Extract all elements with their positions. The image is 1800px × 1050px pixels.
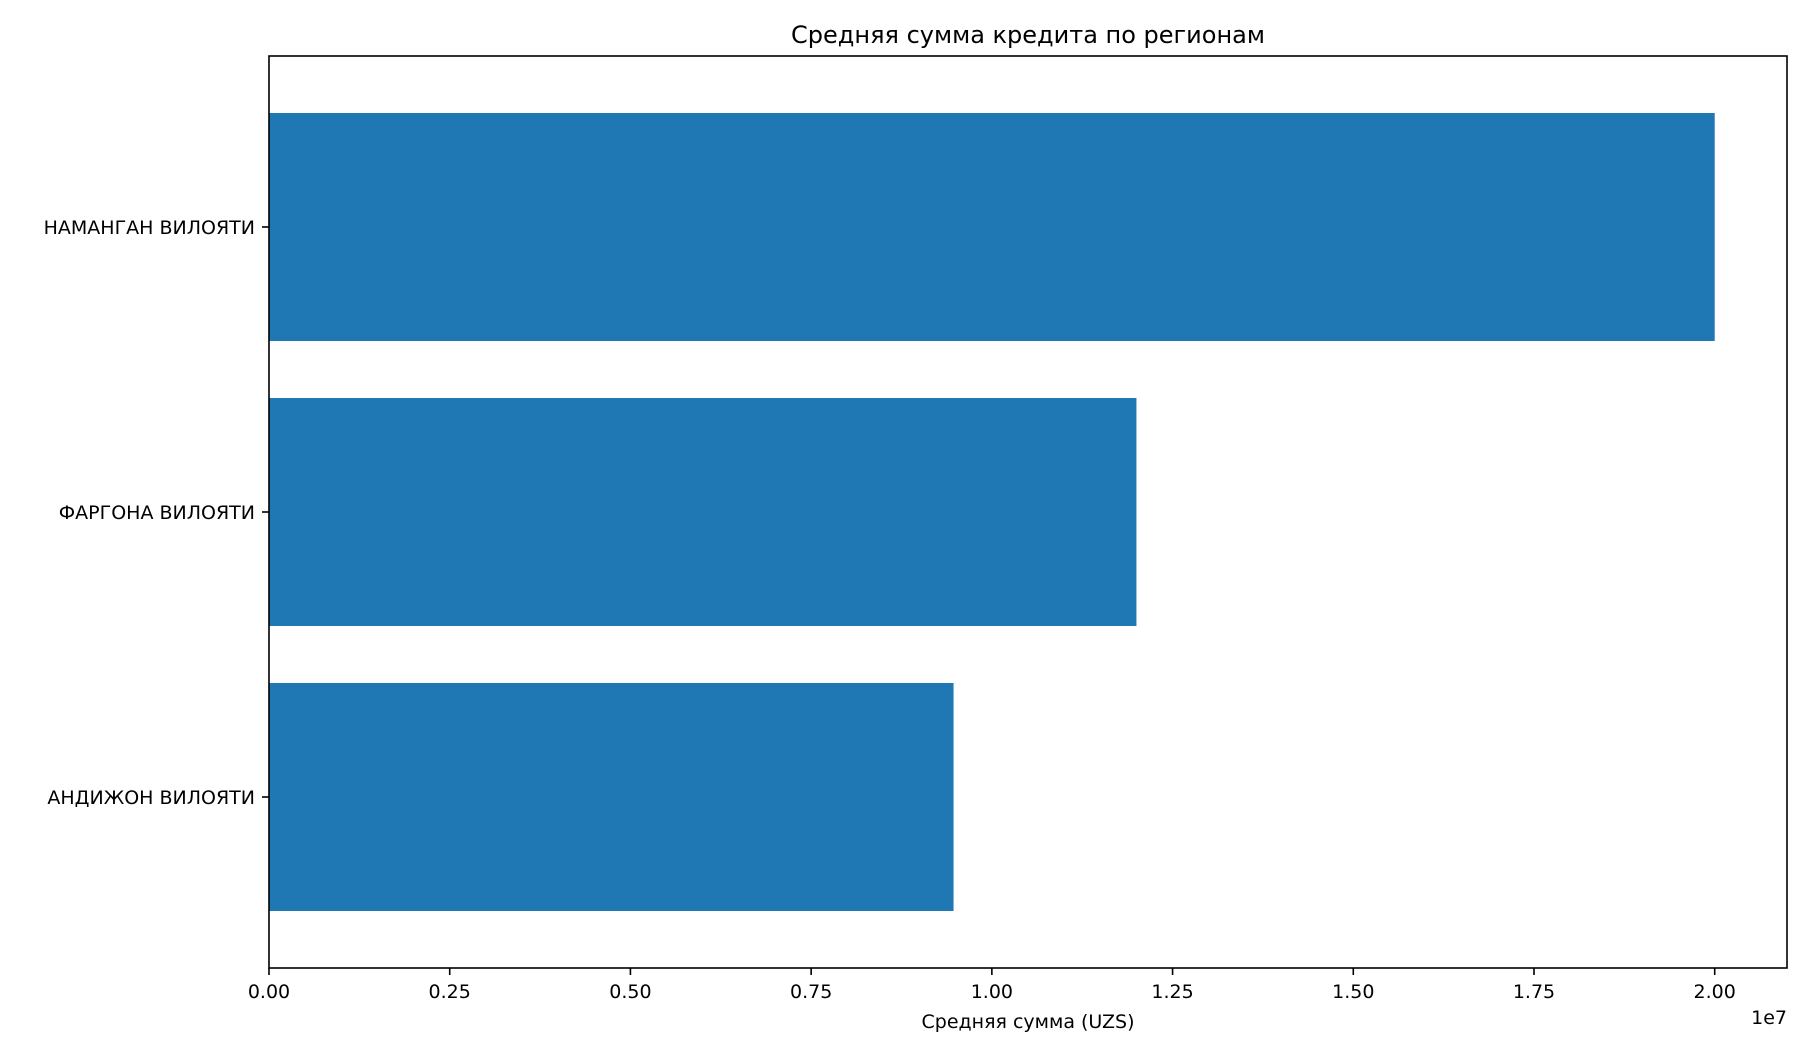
x-tick-label-7: 1.50: [1332, 981, 1374, 1003]
chart-title: Средняя сумма кредита по регионам: [791, 21, 1265, 49]
bar-group: [269, 113, 1715, 911]
y-axis: НАМАНГАН ВИЛОЯТИ ФАРГОНА ВИЛОЯТИ АНДИЖОН В…: [44, 217, 269, 809]
x-tick-label-6: 1.25: [1151, 981, 1193, 1003]
y-tick-label-2: ФАРГОНА ВИЛОЯТИ: [59, 502, 255, 524]
x-tick-label-4: 0.75: [790, 981, 832, 1003]
x-tick-label-3: 0.50: [609, 981, 651, 1003]
bar-3: [269, 683, 954, 911]
x-tick-label-5: 1.00: [971, 981, 1013, 1003]
x-tick-label-8: 1.75: [1513, 981, 1555, 1003]
bar-1: [269, 113, 1715, 341]
x-tick-label-9: 2.00: [1694, 981, 1736, 1003]
plot-frame: [268, 55, 1788, 969]
bar-2: [269, 398, 1137, 626]
y-tick-label-1: НАМАНГАН ВИЛОЯТИ: [44, 217, 255, 239]
x-tick-label-1: 0.00: [248, 981, 290, 1003]
x-axis-offset-label: 1e7: [1751, 1007, 1787, 1029]
y-tick-label-3: АНДИЖОН ВИЛОЯТИ: [47, 787, 255, 809]
x-axis-label: Средняя сумма (UZS): [922, 1011, 1135, 1033]
x-tick-label-2: 0.25: [429, 981, 471, 1003]
x-axis: 0.00 0.25 0.50 0.75 1.00 1.25 1.50 1.75 2.00: [248, 968, 1736, 1003]
